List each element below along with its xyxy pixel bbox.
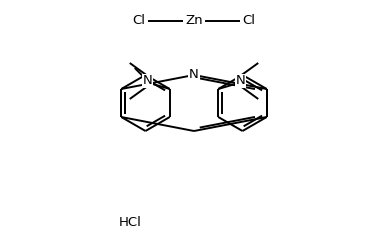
Text: Cl: Cl [132,14,146,27]
Text: N: N [189,68,199,81]
Text: HCl: HCl [118,216,141,229]
Text: N: N [143,74,152,87]
Text: Cl: Cl [243,14,255,27]
Text: N: N [235,74,245,87]
Text: Zn: Zn [185,14,203,27]
